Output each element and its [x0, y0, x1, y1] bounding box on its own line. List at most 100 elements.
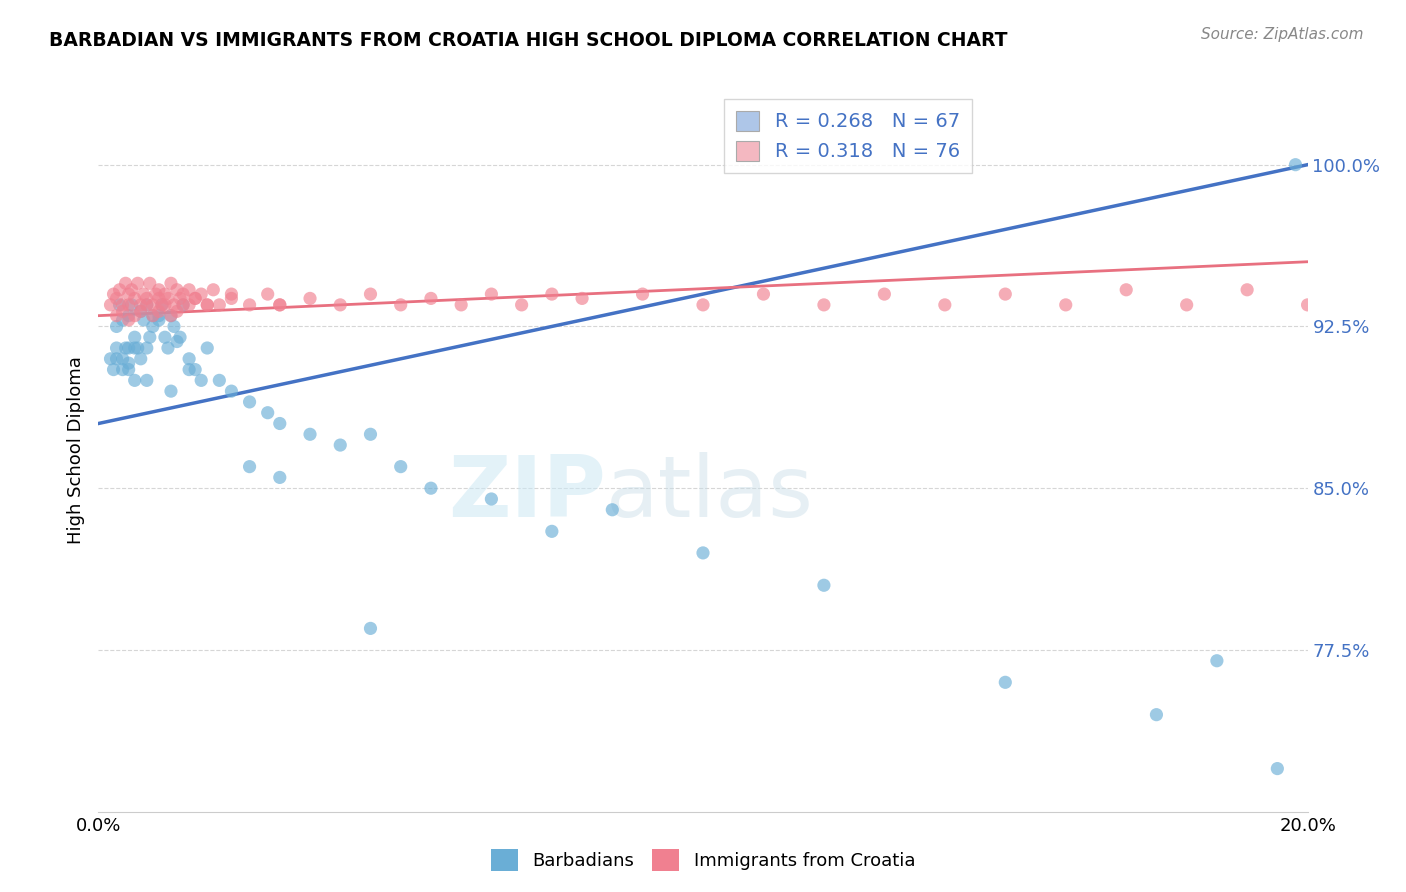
Point — [994, 287, 1017, 301]
Point — [142, 309, 165, 323]
Point — [105, 309, 128, 323]
Point — [100, 351, 122, 366]
Point — [256, 406, 278, 420]
Point — [208, 298, 231, 312]
Point — [108, 298, 131, 312]
Point — [360, 621, 382, 635]
Point — [184, 292, 207, 306]
Point — [221, 384, 243, 399]
Point — [142, 298, 165, 312]
Point — [256, 287, 278, 301]
Point — [148, 283, 170, 297]
Point — [121, 283, 143, 297]
Point — [389, 298, 412, 312]
Point — [166, 304, 188, 318]
Point — [124, 292, 146, 306]
Point — [111, 313, 134, 327]
Point — [118, 309, 141, 323]
Point — [1054, 298, 1077, 312]
Point — [108, 283, 131, 297]
Point — [169, 292, 191, 306]
Point — [160, 309, 183, 323]
Point — [135, 298, 157, 312]
Point — [111, 351, 134, 366]
Point — [450, 298, 472, 312]
Point — [329, 438, 352, 452]
Point — [105, 341, 128, 355]
Legend: Barbadians, Immigrants from Croatia: Barbadians, Immigrants from Croatia — [484, 842, 922, 879]
Point — [142, 319, 165, 334]
Point — [105, 319, 128, 334]
Point — [299, 292, 322, 306]
Point — [813, 298, 835, 312]
Point — [360, 287, 382, 301]
Point — [420, 481, 443, 495]
Point — [105, 351, 128, 366]
Point — [510, 298, 533, 312]
Point — [540, 524, 562, 539]
Point — [163, 319, 186, 334]
Point — [481, 287, 503, 301]
Point — [195, 298, 218, 312]
Point — [150, 298, 173, 312]
Point — [142, 309, 165, 323]
Point — [129, 304, 152, 318]
Point — [172, 298, 194, 312]
Point — [124, 341, 146, 355]
Point — [135, 341, 157, 355]
Point — [135, 292, 157, 306]
Point — [195, 298, 218, 312]
Point — [118, 356, 141, 370]
Point — [190, 287, 212, 301]
Point — [602, 502, 624, 516]
Point — [111, 298, 134, 312]
Point — [111, 362, 134, 376]
Point — [179, 283, 201, 297]
Point — [145, 287, 167, 301]
Point — [114, 341, 136, 355]
Point — [195, 341, 218, 355]
Point — [103, 287, 125, 301]
Point — [269, 470, 291, 484]
Point — [135, 298, 157, 312]
Point — [269, 298, 291, 312]
Point — [129, 298, 152, 312]
Point — [571, 292, 593, 306]
Point — [150, 298, 173, 312]
Point — [148, 309, 170, 323]
Point — [118, 341, 141, 355]
Point — [153, 330, 176, 344]
Point — [299, 427, 322, 442]
Point — [239, 298, 262, 312]
Point — [124, 330, 146, 344]
Point — [752, 287, 775, 301]
Point — [239, 395, 262, 409]
Point — [118, 313, 141, 327]
Point — [269, 298, 291, 312]
Point — [184, 362, 207, 376]
Point — [190, 373, 212, 387]
Point — [105, 292, 128, 306]
Point — [1146, 707, 1168, 722]
Legend: R = 0.268   N = 67, R = 0.318   N = 76: R = 0.268 N = 67, R = 0.318 N = 76 — [724, 99, 972, 173]
Point — [481, 491, 503, 506]
Point — [153, 298, 176, 312]
Point — [163, 298, 186, 312]
Point — [420, 292, 443, 306]
Point — [153, 287, 176, 301]
Point — [127, 277, 149, 291]
Point — [166, 334, 188, 349]
Point — [156, 292, 179, 306]
Point — [329, 298, 352, 312]
Point — [148, 292, 170, 306]
Text: Source: ZipAtlas.com: Source: ZipAtlas.com — [1201, 27, 1364, 42]
Point — [118, 362, 141, 376]
Point — [692, 546, 714, 560]
Point — [269, 417, 291, 431]
Point — [127, 341, 149, 355]
Point — [129, 304, 152, 318]
Point — [114, 277, 136, 291]
Point — [994, 675, 1017, 690]
Point — [132, 313, 155, 327]
Point — [1115, 283, 1137, 297]
